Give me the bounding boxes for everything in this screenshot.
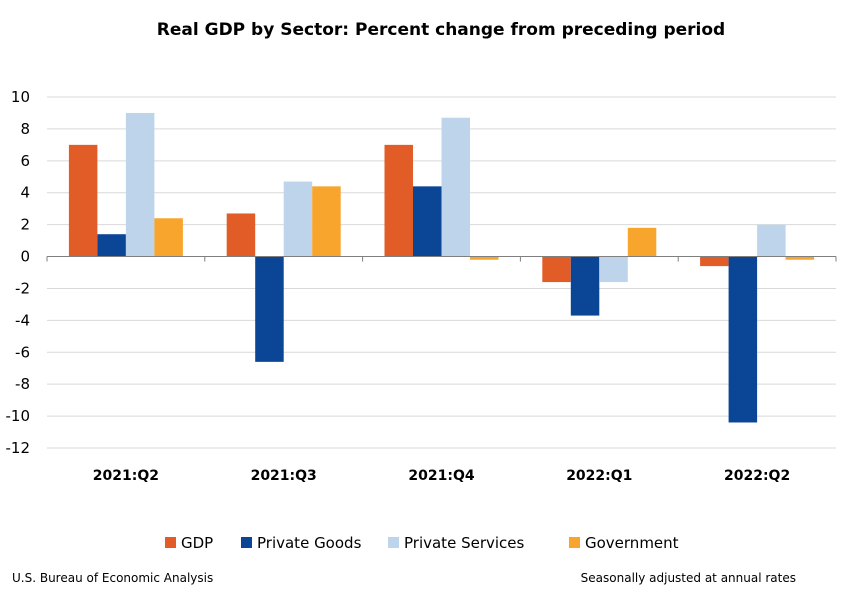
legend-swatch — [388, 537, 399, 548]
source-note: U.S. Bureau of Economic Analysis — [12, 571, 213, 585]
legend-swatch — [241, 537, 252, 548]
bar-private-services — [441, 117, 470, 257]
legend-swatch — [165, 537, 176, 548]
legend-label: Private Goods — [257, 534, 362, 552]
bar-private-services — [757, 224, 786, 257]
bar-gdp — [384, 144, 413, 257]
x-axis: 2021:Q2 2021:Q3 2021:Q4 2022:Q1 2022:Q2 — [46, 256, 837, 484]
x-tick-label: 2021:Q2 — [93, 468, 159, 484]
y-tick-label: 2 — [20, 216, 30, 234]
bar-private-goods — [728, 256, 758, 423]
bar-private-goods — [413, 186, 442, 257]
y-tick-label: 6 — [20, 152, 30, 170]
bar-private-services — [599, 256, 628, 283]
bars — [68, 112, 815, 423]
y-tick-label: -4 — [15, 311, 30, 329]
y-tick-label: 4 — [20, 184, 30, 202]
bar-private-goods — [570, 256, 600, 316]
bar-government — [470, 256, 499, 260]
x-tick-label: 2021:Q4 — [408, 468, 474, 484]
y-tick-label: -6 — [15, 343, 30, 361]
y-tick-label: -8 — [15, 375, 30, 393]
y-tick-label: -12 — [6, 439, 31, 457]
x-tick-label: 2021:Q3 — [251, 468, 317, 484]
legend-label: Private Services — [404, 534, 525, 552]
legend-label: Government — [585, 534, 679, 552]
x-tick-label: 2022:Q1 — [566, 468, 632, 484]
y-tick-label: 8 — [20, 120, 30, 138]
bar-government — [312, 186, 341, 257]
legend-swatch — [569, 537, 580, 548]
y-tick-label: -10 — [6, 407, 31, 425]
seasonal-note: Seasonally adjusted at annual rates — [581, 571, 796, 585]
x-tick-label: 2022:Q2 — [724, 468, 790, 484]
bar-government — [627, 227, 657, 257]
y-axis: 10 8 6 4 2 0 -2 -4 -6 -8 -10 -12 — [6, 88, 31, 457]
bar-gdp — [68, 144, 98, 257]
legend: GDP Private Goods Private Services Governme… — [165, 534, 679, 552]
y-tick-label: 10 — [11, 88, 30, 106]
bar-gdp — [226, 213, 256, 257]
bar-private-goods — [97, 234, 126, 257]
legend-label: GDP — [181, 534, 213, 552]
chart-title: Real GDP by Sector: Percent change from … — [157, 20, 725, 40]
bar-private-services — [283, 181, 313, 257]
bar-gdp — [542, 256, 571, 283]
bar-government — [785, 256, 815, 260]
bar-private-goods — [255, 256, 284, 362]
bar-government — [154, 218, 183, 257]
y-tick-label: -2 — [15, 279, 30, 297]
bar-private-services — [125, 112, 155, 257]
y-tick-label: 0 — [20, 248, 30, 266]
bar-gdp — [700, 256, 729, 267]
